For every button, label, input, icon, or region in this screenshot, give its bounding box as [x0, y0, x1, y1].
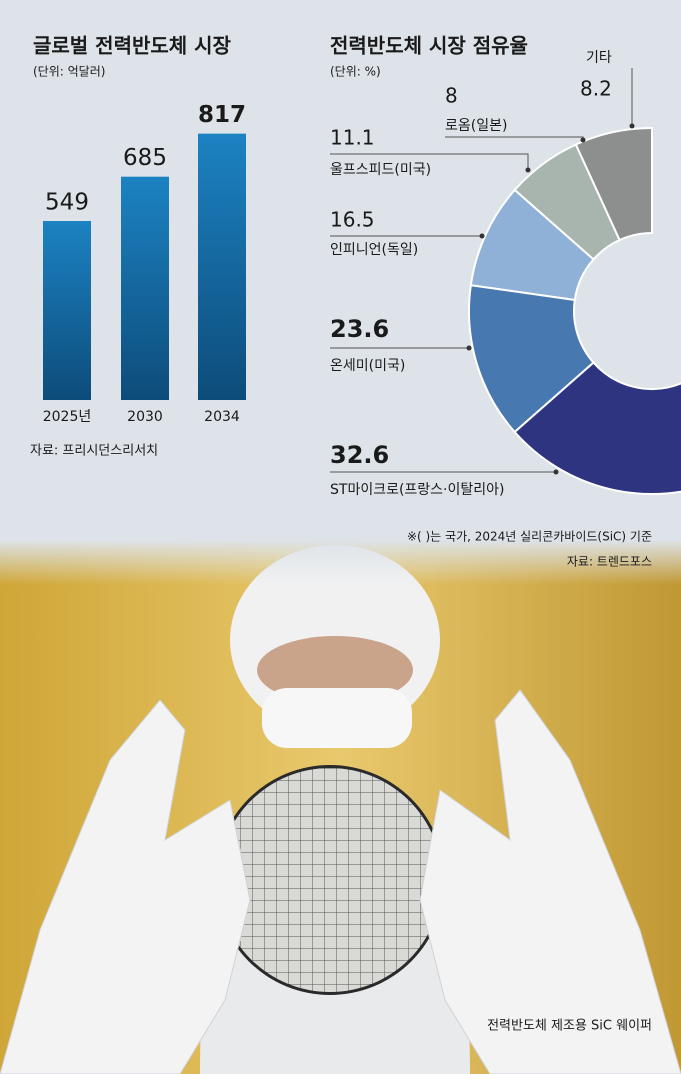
value-label: 23.6 [330, 315, 389, 343]
value-label: 11.1 [330, 126, 375, 150]
category-label: 울프스피드(미국) [330, 162, 431, 178]
bar [121, 176, 169, 400]
bar [198, 133, 246, 400]
bar [43, 221, 91, 400]
x-tick-label: 2025년 [43, 409, 92, 425]
donut-segment [513, 361, 681, 495]
left-glove [0, 699, 251, 1074]
value-label: 817 [198, 102, 246, 128]
leader-dot [466, 345, 472, 351]
wafer [218, 768, 442, 992]
mask [262, 688, 412, 748]
category-label: ST마이크로(프랑스·이탈리아) [330, 482, 505, 498]
leader-dot [553, 469, 559, 475]
pie-note: ※( )는 국가, 2024년 실리콘카바이드(SiC) 기준 [407, 530, 652, 544]
donut-segment [468, 284, 595, 434]
leader-dot [580, 137, 586, 143]
pie-subtitle: (단위: %) [330, 65, 381, 79]
x-tick-label: 2030 [127, 409, 163, 425]
face [257, 636, 413, 704]
value-label: 549 [45, 190, 89, 216]
leader-dot [525, 167, 531, 173]
value-label: 685 [123, 145, 167, 171]
x-tick-label: 2034 [204, 409, 240, 425]
value-label: 16.5 [330, 208, 375, 232]
category-label: 인피니언(독일) [330, 242, 418, 258]
photo: 전력반도체 제조용 SiC 웨이퍼 [0, 540, 681, 1074]
leader-dot [479, 233, 485, 239]
leader-dot [629, 123, 635, 129]
photo-caption: 전력반도체 제조용 SiC 웨이퍼 [487, 1019, 652, 1034]
bar-source: 자료: 프리시던스리서치 [30, 444, 158, 459]
photo-fade [0, 540, 681, 585]
bar-subtitle: (단위: 억달러) [33, 65, 105, 79]
pie-source: 자료: 트렌드포스 [567, 555, 652, 569]
leader-line [330, 153, 529, 170]
category-label: 온세미(미국) [330, 358, 405, 374]
pie-title: 전력반도체 시장 점유율 [330, 34, 528, 58]
right-glove [419, 689, 681, 1074]
value-label: 8 [445, 84, 458, 108]
value-label: 8.2 [580, 77, 612, 101]
category-label: 로옴(일본) [445, 118, 507, 134]
category-label: 기타 [586, 50, 612, 66]
bar-title: 글로벌 전력반도체 시장 [33, 34, 232, 58]
value-label: 32.6 [330, 441, 389, 469]
